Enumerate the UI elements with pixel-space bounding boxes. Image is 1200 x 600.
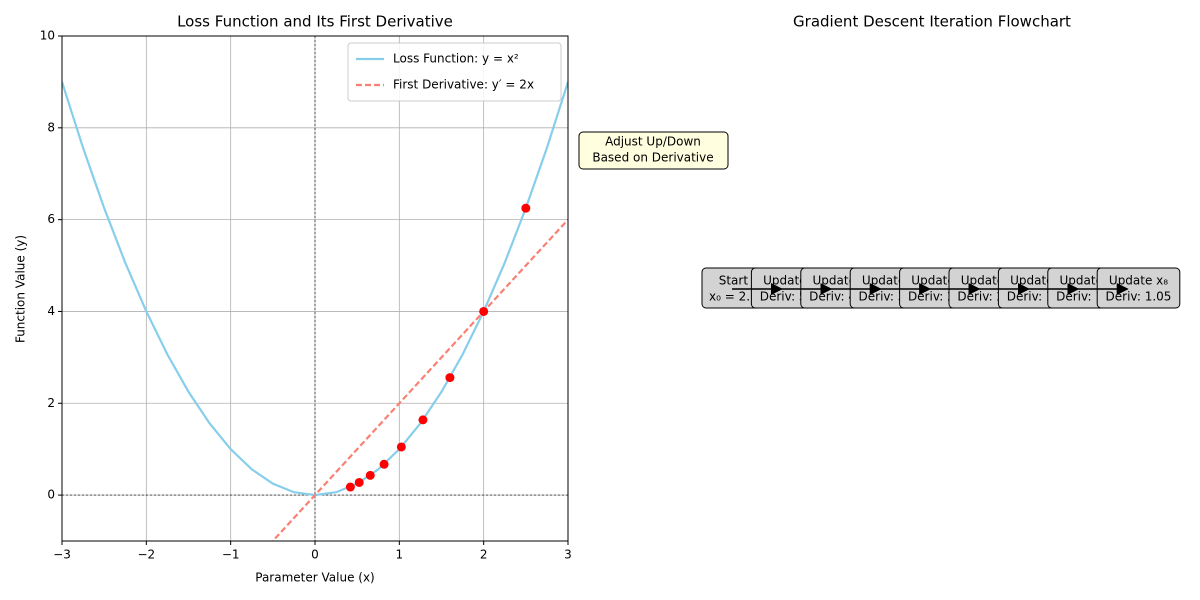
node-text: x₀ = 2.5 xyxy=(709,290,758,304)
x-tick-label: 1 xyxy=(396,548,404,562)
annotation: Adjust Up/Down Based on Derivative xyxy=(578,131,729,170)
flowchart: Adjust Up/Down Based on Derivative Start x₀… xyxy=(578,131,1181,309)
series-group xyxy=(62,81,568,541)
node-text: Deriv: 1.05 xyxy=(1106,290,1172,304)
point xyxy=(479,306,489,316)
chart-title: Loss Function and Its First Derivative xyxy=(177,13,453,31)
point xyxy=(396,442,406,452)
x-tick-label: −2 xyxy=(137,548,155,562)
x-axis-label: Parameter Value (x) xyxy=(255,571,374,585)
legend-box xyxy=(347,42,562,102)
axes-frame xyxy=(61,35,569,542)
x-tick-label: 0 xyxy=(311,548,319,562)
y-tick-label: 0 xyxy=(47,488,55,502)
y-axis-label: Function Value (y) xyxy=(14,235,28,343)
point xyxy=(521,203,531,213)
point xyxy=(379,459,389,469)
flow-node: Update x₈ Deriv: 1.05 xyxy=(1096,267,1181,309)
node-text: Start xyxy=(719,274,749,288)
y-tick-label: 8 xyxy=(47,120,55,134)
flowchart-title: Gradient Descent Iteration Flowchart xyxy=(793,13,1071,31)
x-tick-label: −1 xyxy=(222,548,240,562)
x-tick-label: 2 xyxy=(480,548,488,562)
y-tick-label: 2 xyxy=(47,396,55,410)
y-tick-label: 10 xyxy=(40,29,55,43)
plot-area: −3 −2 −1 0 1 2 3 0 2 4 6 8 10 Loss Function: y = x² Fi… xyxy=(40,29,572,562)
point xyxy=(418,415,428,425)
legend-label: Loss Function: y = x² xyxy=(393,52,519,66)
legend-label: First Derivative: y′ = 2x xyxy=(393,78,534,92)
x-tick-label: 3 xyxy=(564,548,572,562)
annotation-box xyxy=(578,131,729,170)
annotation-text: Based on Derivative xyxy=(592,151,713,165)
y-tick-label: 6 xyxy=(47,212,55,226)
point xyxy=(365,470,375,480)
point xyxy=(354,477,364,487)
y-tick-label: 4 xyxy=(47,304,55,318)
x-tick-label: −3 xyxy=(53,548,71,562)
node-text: Update x₈ xyxy=(1109,274,1168,288)
point xyxy=(445,373,455,383)
annotation-text: Adjust Up/Down xyxy=(605,135,701,149)
point xyxy=(345,482,355,492)
node-box xyxy=(1096,267,1181,309)
flow-node: Start x₀ = 2.5 xyxy=(701,267,766,309)
